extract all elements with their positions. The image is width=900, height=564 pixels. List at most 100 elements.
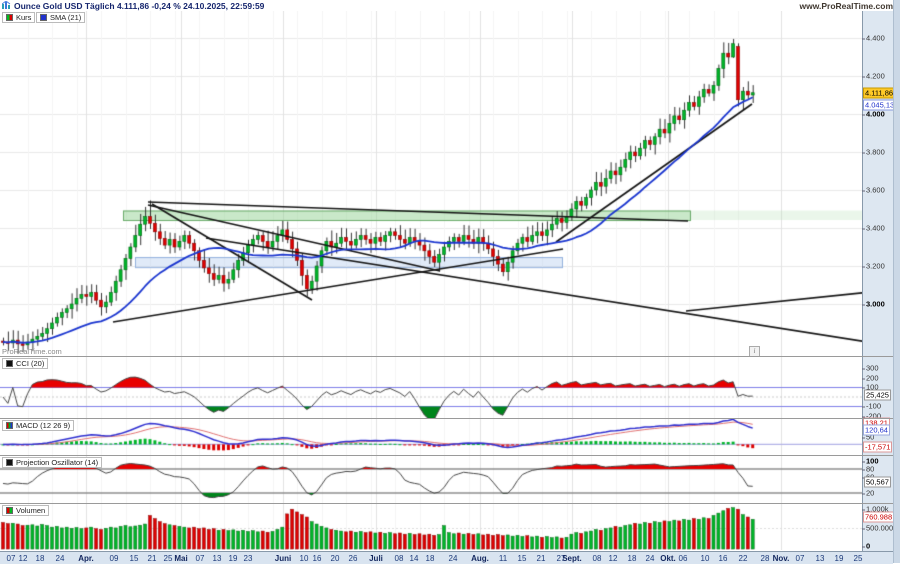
axis-tick-label: 0: [862, 542, 870, 551]
title-bar: Ounce Gold USD Täglich 4.111,86 -0,24 % …: [0, 0, 900, 11]
cci-label-text: CCI (20): [16, 359, 45, 368]
date-tick-label: 07: [6, 554, 16, 563]
date-tick-label: Apr.: [78, 554, 94, 563]
volume-indicator-label[interactable]: Volumen: [2, 505, 50, 516]
axis-tick-label: 4.200: [862, 72, 885, 81]
panel-separator[interactable]: [0, 503, 900, 504]
date-tick-label: 27: [556, 554, 566, 563]
axis-tick-label: 120,64: [863, 424, 890, 436]
axis-tick-label: 25,425: [864, 389, 891, 401]
axis-tick-label: 3.800: [862, 148, 885, 157]
date-tick-label: 06: [678, 554, 688, 563]
date-tick-label: 10: [700, 554, 710, 563]
axis-tick-label: 4.000: [862, 110, 885, 119]
date-tick-label: 16: [312, 554, 322, 563]
date-tick-label: 25: [853, 554, 863, 563]
date-tick-label: 21: [536, 554, 546, 563]
date-tick-label: 21: [147, 554, 157, 563]
watermark: ProRealTime.com: [2, 347, 62, 356]
axis-tick-label: -100: [862, 402, 881, 411]
cci-indicator-label[interactable]: CCI (20): [2, 358, 49, 369]
date-tick-label: Sept.: [562, 554, 582, 563]
date-tick-label: 13: [815, 554, 825, 563]
date-tick-label: Mai: [174, 554, 188, 563]
panel-separator[interactable]: [0, 455, 900, 456]
date-tick-label: 07: [195, 554, 205, 563]
price-chart-canvas[interactable]: [0, 11, 862, 356]
panel-separator[interactable]: [0, 356, 900, 357]
date-tick-label: 18: [627, 554, 637, 563]
chart-app-icon: [2, 1, 11, 9]
axis-tick-label: 4.400: [862, 34, 885, 43]
date-tick-label: 14: [409, 554, 419, 563]
date-tick-label: Juli: [369, 554, 383, 563]
sma-line-icon: [40, 14, 47, 21]
axis-tick-label: 3.200: [862, 262, 885, 271]
macd-label-text: MACD (12 26 9): [16, 421, 71, 430]
axis-tick-label: 50,567: [864, 476, 891, 488]
date-axis[interactable]: 07 12 18 24 Apr. 09 15 21 25 Mai 07 13 19 23 Juni 10 16 2…: [0, 551, 893, 564]
date-tick-label: 15: [129, 554, 139, 563]
axis-tick-label: 3.600: [862, 186, 885, 195]
axis-tick-label: 3.400: [862, 224, 885, 233]
date-tick-label: 24: [645, 554, 655, 563]
axis-tick-label: 200: [862, 374, 879, 383]
axis-tick-label: -17,571: [863, 441, 893, 453]
date-tick-label: 18: [35, 554, 45, 563]
date-tick-label: 16: [718, 554, 728, 563]
legend-price[interactable]: Kurs: [2, 12, 36, 23]
date-tick-label: 24: [448, 554, 458, 563]
date-tick-label: Aug.: [471, 554, 489, 563]
date-tick-label: 23: [243, 554, 253, 563]
date-tick-label: 19: [228, 554, 238, 563]
price-axis-column[interactable]: 4.400 4.200 4.111,86 4.045,13 4.000 3.800 3.60…: [862, 0, 897, 551]
date-tick-label: 28: [760, 554, 770, 563]
date-tick-label: 24: [55, 554, 65, 563]
date-tick-label: Okt.: [660, 554, 676, 563]
date-tick-label: 22: [738, 554, 748, 563]
projection-panel-canvas[interactable]: [0, 456, 862, 503]
projection-indicator-label[interactable]: Projection Oszillator (14): [2, 457, 103, 468]
candlestick-icon: [6, 14, 13, 21]
volume-icon: [6, 507, 13, 514]
panel-separator[interactable]: [0, 418, 900, 419]
macd-indicator-label[interactable]: MACD (12 26 9): [2, 420, 75, 431]
projection-icon: [6, 459, 13, 466]
date-tick-label: 25: [163, 554, 173, 563]
date-tick-label: 12: [18, 554, 28, 563]
axis-tick-label: 500.000: [862, 524, 893, 533]
axis-tick-label: 100: [862, 383, 879, 392]
date-tick-label: 10: [299, 554, 309, 563]
cci-icon: [6, 360, 13, 367]
date-tick-label: 20: [330, 554, 340, 563]
macd-icon: [6, 422, 13, 429]
axis-tick-label: 4.045,13: [863, 99, 897, 111]
axis-tick-label: 4.111,86: [863, 87, 896, 99]
axis-tick-label: 20: [862, 489, 874, 498]
date-tick-label: Nov.: [772, 554, 790, 563]
date-tick-label: 13: [212, 554, 222, 563]
date-tick-label: 12: [608, 554, 618, 563]
volume-panel-canvas[interactable]: [0, 504, 862, 550]
date-tick-label: 07: [795, 554, 805, 563]
axis-tick-label: 1.000k: [862, 505, 889, 514]
axis-tick-label: -200: [862, 412, 881, 421]
axis-tick-label: 300: [862, 364, 879, 373]
date-tick-label: 15: [517, 554, 527, 563]
projection-label-text: Projection Oszillator (14): [16, 458, 99, 467]
axis-tick-label: 3.000: [862, 300, 885, 309]
date-tick-label: 18: [425, 554, 435, 563]
date-tick-label: 08: [592, 554, 602, 563]
legend-sma-label: SMA (21): [50, 13, 82, 22]
volume-label-text: Volumen: [16, 506, 46, 515]
vertical-scrollbar[interactable]: [893, 0, 900, 563]
axis-tick-label: 760.988: [863, 511, 895, 523]
legend-sma[interactable]: SMA (21): [36, 12, 86, 23]
cci-panel-canvas[interactable]: [0, 357, 862, 418]
macd-panel-canvas[interactable]: [0, 419, 862, 455]
date-tick-label: 08: [394, 554, 404, 563]
instrument-title: Ounce Gold USD Täglich 4.111,86 -0,24 % …: [14, 1, 265, 11]
prorealtime-link[interactable]: www.ProRealTime.com: [799, 1, 893, 11]
date-tick-label: 09: [109, 554, 119, 563]
